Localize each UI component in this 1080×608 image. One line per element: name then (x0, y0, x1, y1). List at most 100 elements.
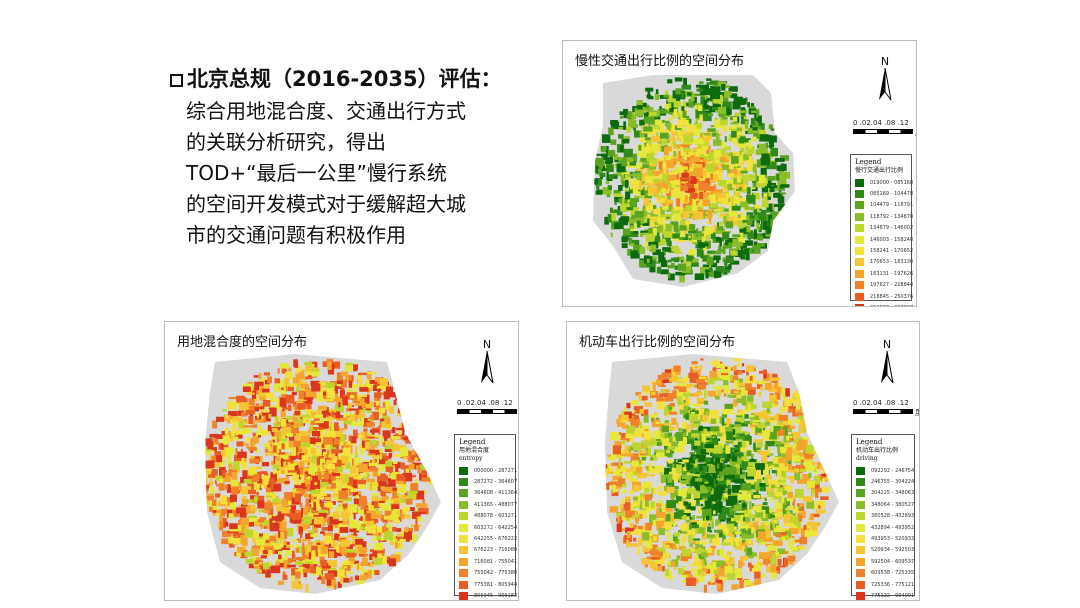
map-parcel (342, 485, 350, 492)
map-parcel (784, 418, 788, 425)
map-parcel (277, 580, 284, 585)
map-parcel (653, 412, 658, 415)
legend-swatch (855, 281, 864, 290)
map-parcel (731, 452, 737, 462)
map-parcel (715, 163, 722, 167)
map-parcel (628, 471, 633, 480)
map-parcel (298, 390, 305, 399)
map-parcel (716, 92, 725, 97)
map-parcel (673, 532, 681, 537)
map-parcel (688, 118, 692, 124)
map-parcel (294, 493, 301, 502)
map-parcel (295, 383, 300, 393)
map-parcel (304, 361, 313, 366)
map-parcel (648, 165, 657, 170)
map-parcel (223, 523, 226, 529)
map-parcel (770, 147, 778, 157)
map-parcel (262, 510, 269, 513)
map-parcel (595, 165, 598, 174)
map-parcel (354, 575, 359, 581)
map-parcel (628, 216, 635, 224)
map-parcel (799, 419, 809, 428)
map-parcel (634, 130, 640, 138)
map-parcel (247, 515, 257, 519)
map-parcel (595, 190, 603, 195)
map-parcel (729, 201, 733, 209)
map-parcel (366, 436, 375, 439)
map-parcel (311, 369, 319, 372)
map-parcel (393, 536, 403, 542)
map-parcel (221, 538, 231, 545)
map-parcel (292, 550, 295, 560)
map-parcel (696, 88, 704, 92)
map-parcel (723, 188, 729, 192)
map-parcel (737, 441, 743, 448)
map-parcel (783, 514, 793, 523)
map-parcel (312, 533, 318, 537)
map-parcel (626, 126, 632, 133)
map-parcel (649, 140, 652, 146)
map-parcel (821, 469, 831, 474)
map-parcel (372, 435, 380, 438)
map-parcel (286, 544, 295, 548)
legend-item: 118792 - 134878 (855, 211, 913, 222)
map-parcel (268, 405, 278, 408)
map-parcel (327, 361, 332, 370)
map-parcel (321, 576, 326, 585)
map-parcel (734, 452, 744, 457)
map-parcel (629, 198, 640, 202)
map-parcel (350, 419, 356, 427)
map-parcel (766, 182, 776, 186)
legend-range-label: 755042 - 775380 (474, 570, 518, 577)
map-parcel (376, 385, 383, 389)
map-parcel (356, 564, 360, 571)
map-parcel (402, 473, 413, 482)
map-parcel (349, 364, 358, 371)
map-parcel (616, 210, 623, 216)
map-parcel (246, 436, 251, 442)
map-parcel (390, 514, 399, 521)
map-parcel (751, 249, 754, 253)
map-parcel (646, 258, 650, 263)
map-parcel (717, 387, 722, 396)
map-parcel (280, 541, 290, 550)
map-parcel (733, 96, 743, 104)
map-parcel (317, 561, 321, 565)
map-parcel (650, 414, 658, 418)
map-parcel (343, 566, 347, 569)
map-parcel (353, 474, 363, 482)
map-parcel (668, 126, 676, 133)
map-parcel (650, 488, 654, 495)
legend-range-label: 158241 - 170652 (870, 248, 914, 255)
map-parcel (288, 440, 294, 448)
map-parcel (253, 564, 260, 567)
map-parcel (385, 524, 392, 532)
legend-range-label: 488078 - 603271 (474, 513, 518, 520)
map-parcel (744, 120, 749, 129)
map-parcel (407, 416, 411, 424)
map-parcel (649, 143, 660, 152)
map-parcel (697, 400, 707, 404)
map-parcel (741, 226, 749, 231)
map-parcel (659, 499, 662, 507)
legend-swatch (459, 478, 468, 487)
map-parcel (352, 433, 359, 439)
map-parcel (302, 564, 313, 569)
map-parcel (314, 420, 324, 424)
map-parcel (709, 370, 718, 379)
map-parcel (759, 415, 763, 419)
map-parcel (679, 237, 683, 240)
map-parcel (241, 486, 251, 495)
map-parcel (279, 431, 283, 440)
map-parcel (713, 270, 722, 279)
map-parcel (749, 374, 757, 384)
map-parcel (619, 111, 628, 115)
map-parcel (205, 493, 214, 496)
map-parcel (371, 431, 375, 435)
map-parcel (656, 266, 662, 274)
map-parcel (372, 459, 376, 467)
map-parcel (348, 534, 353, 538)
map-parcel (304, 474, 307, 480)
map-parcel (377, 457, 387, 465)
legend-swatch (459, 500, 468, 509)
